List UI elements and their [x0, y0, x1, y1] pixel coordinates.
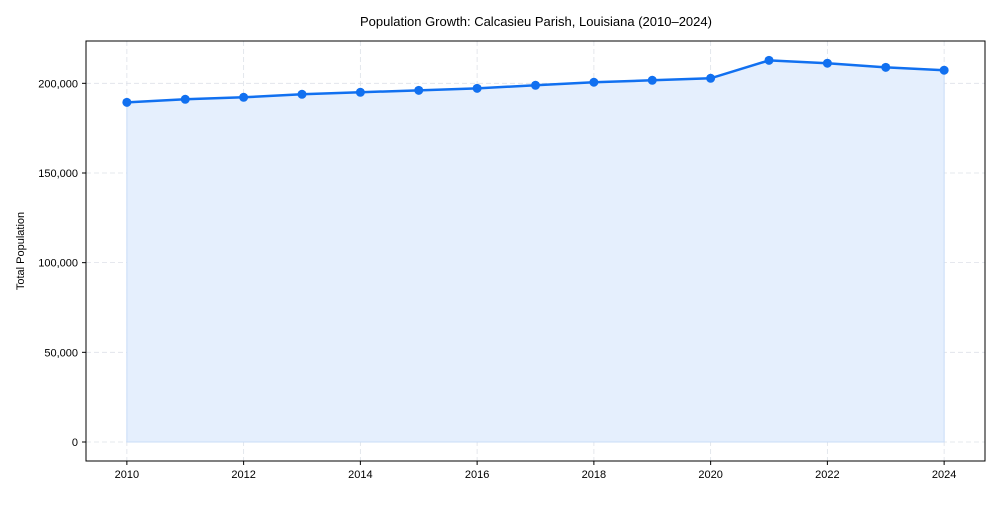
data-point [414, 85, 424, 95]
data-point [297, 89, 307, 99]
y-tick-label: 150,000 [38, 168, 78, 180]
data-point [939, 65, 949, 75]
x-tick-label: 2016 [465, 469, 489, 481]
data-point [355, 87, 365, 97]
x-tick-label: 2014 [348, 469, 372, 481]
x-axis: 2010 2012 2014 2016 2018 2020 2022 2024 [115, 461, 956, 481]
data-points [122, 55, 949, 107]
data-point [647, 75, 657, 85]
data-point [706, 73, 716, 83]
plot-frame [85, 40, 986, 462]
y-axis: 0 50,000 100,000 150,000 200,000 [38, 78, 86, 449]
data-point [822, 58, 832, 68]
y-tick-label: 50,000 [44, 347, 78, 359]
data-point [881, 62, 891, 72]
y-tick-label: 0 [72, 437, 78, 449]
x-tick-label: 2024 [932, 469, 956, 481]
y-tick-label: 100,000 [38, 258, 78, 270]
data-point [589, 77, 599, 87]
data-point [531, 80, 540, 90]
x-tick-label: 2018 [582, 469, 606, 481]
data-point [239, 92, 249, 102]
data-point [122, 97, 132, 107]
data-point [472, 83, 482, 93]
y-axis-label: Total Population [15, 212, 27, 290]
x-tick-label: 2022 [815, 469, 839, 481]
data-point [764, 55, 774, 65]
data-point [180, 94, 190, 104]
x-tick-label: 2012 [231, 469, 255, 481]
x-tick-label: 2020 [698, 469, 722, 481]
y-tick-label: 200,000 [38, 78, 78, 90]
area-fill [126, 59, 945, 443]
chart-title: Population Growth: Calcasieu Parish, Lou… [360, 14, 712, 29]
x-tick-label: 2010 [115, 469, 139, 481]
